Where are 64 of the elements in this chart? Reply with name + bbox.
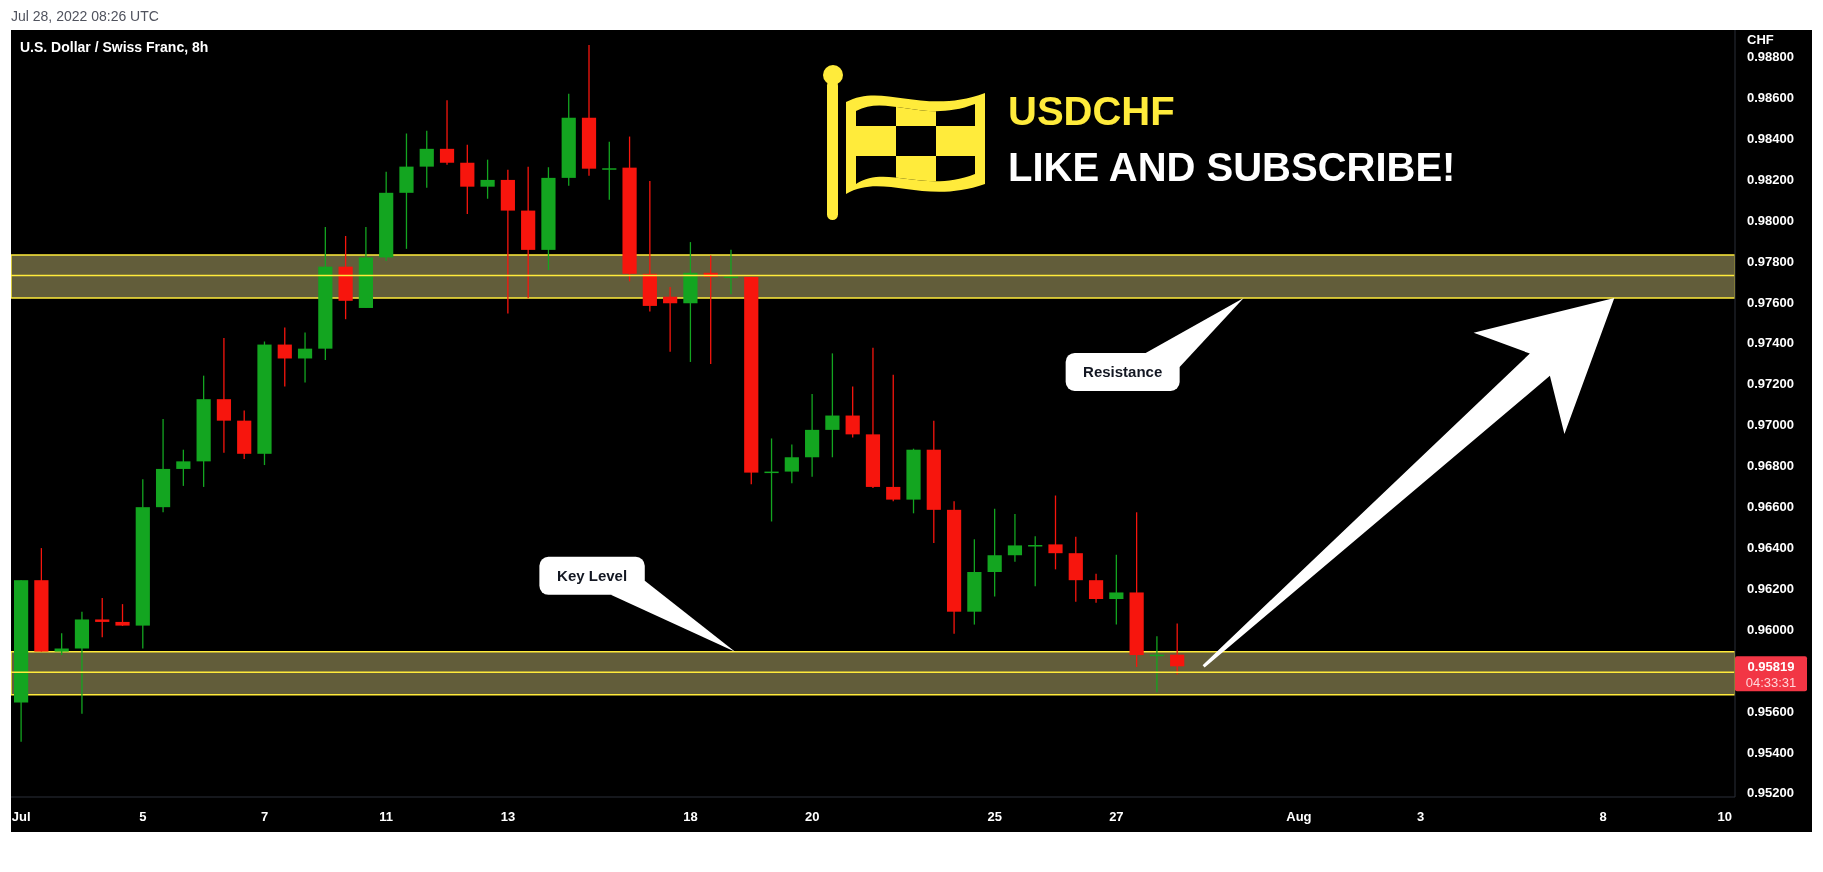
y-tick-label: 0.98200 [1747, 171, 1794, 187]
x-tick-label: 5 [139, 809, 147, 824]
candlestick [277, 326, 292, 388]
x-tick-label: Jul [11, 809, 31, 824]
text: U.S. Dollar / Swiss Franc, 8h [20, 39, 209, 55]
x-tick-label: 27 [1109, 809, 1124, 824]
candlestick [886, 373, 901, 502]
candlestick [1048, 494, 1063, 570]
x-tick-label: 18 [683, 809, 698, 824]
y-tick-label: 0.96800 [1747, 458, 1794, 474]
candlestick [845, 385, 860, 439]
x-tick-label: 8 [1599, 809, 1607, 824]
candlestick [460, 144, 475, 215]
candlestick [439, 99, 455, 166]
y-tick-label: 0.98600 [1747, 90, 1794, 106]
annotation: Resistance [1083, 363, 1163, 381]
annotation: LIKE AND SUBSCRIBE! [1008, 145, 1456, 189]
y-axis-title: CHF [1747, 32, 1774, 47]
y-tick-label: 0.98400 [1747, 130, 1794, 146]
y-tick-label: 0.95200 [1747, 785, 1794, 801]
y-tick-label: 0.97600 [1747, 294, 1794, 310]
x-tick-label: 3 [1417, 809, 1425, 824]
y-tick-label: 0.96400 [1747, 540, 1794, 556]
y-tick-label: 0.98800 [1747, 49, 1794, 65]
text: 0.95819 [1747, 658, 1795, 674]
x-tick-label: 11 [379, 809, 394, 824]
annotation: USDCHF [1008, 89, 1175, 133]
candlestick [987, 508, 1002, 598]
candlestick [216, 337, 232, 454]
y-tick-label: 0.95400 [1747, 744, 1794, 760]
candlestick [54, 632, 69, 656]
candlestick [602, 141, 617, 201]
y-tick-label: 0.97200 [1747, 376, 1794, 392]
text: 04:33:31 [1745, 674, 1797, 690]
text: Jul 28, 2022 08:26 UTC [11, 8, 159, 24]
candlestick [176, 449, 191, 487]
candlestick [297, 331, 313, 384]
candlestick [784, 443, 799, 484]
candlestick [1088, 573, 1104, 604]
y-tick-label: 0.95600 [1747, 703, 1794, 719]
y-tick-label: 0.97000 [1747, 417, 1794, 433]
x-tick-label: 13 [500, 809, 516, 824]
candlestick [1007, 513, 1023, 563]
y-tick-label: 0.97400 [1747, 335, 1794, 351]
y-tick-label: 0.96000 [1747, 621, 1794, 637]
y-tick-label: 0.97800 [1747, 253, 1794, 269]
x-tick-label: Aug [1286, 809, 1312, 824]
candlestick [1028, 535, 1043, 587]
candlestick [419, 129, 434, 189]
y-tick-label: 0.96200 [1747, 580, 1794, 596]
candlestick [723, 249, 739, 295]
x-tick-label: 7 [260, 809, 269, 824]
candlestick [825, 352, 840, 458]
y-tick-label: 0.96600 [1747, 499, 1794, 515]
y-tick-label: 0.98000 [1747, 212, 1794, 228]
candlestick [1109, 553, 1124, 626]
candlestick [663, 286, 678, 353]
x-tick-label: 25 [987, 809, 1002, 824]
x-tick-label: 10 [1717, 809, 1733, 824]
annotation: Key Level [557, 567, 628, 585]
candlestick [95, 597, 110, 638]
x-tick-label: 20 [804, 809, 820, 824]
candlestick [1170, 622, 1185, 676]
candlestick [480, 159, 495, 200]
